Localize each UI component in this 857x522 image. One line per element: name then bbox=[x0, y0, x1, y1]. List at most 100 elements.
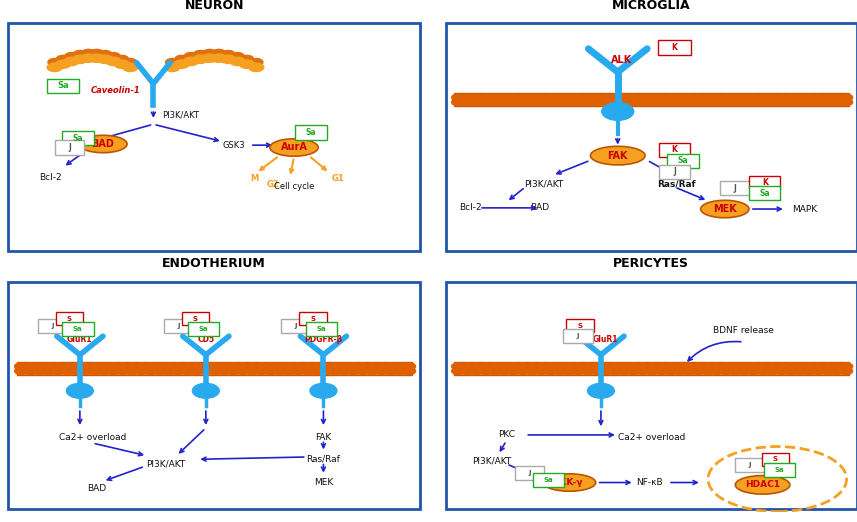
Text: J: J bbox=[734, 184, 737, 193]
Circle shape bbox=[366, 363, 379, 370]
Circle shape bbox=[237, 363, 249, 370]
Circle shape bbox=[107, 367, 120, 375]
FancyBboxPatch shape bbox=[667, 153, 698, 168]
Circle shape bbox=[470, 367, 483, 375]
Circle shape bbox=[507, 99, 520, 106]
Circle shape bbox=[81, 50, 95, 57]
Circle shape bbox=[525, 99, 538, 106]
Circle shape bbox=[747, 99, 760, 106]
Circle shape bbox=[535, 367, 548, 375]
Circle shape bbox=[249, 58, 263, 66]
FancyBboxPatch shape bbox=[515, 466, 544, 480]
Text: Cell cycle: Cell cycle bbox=[274, 182, 315, 192]
Circle shape bbox=[692, 367, 704, 375]
Circle shape bbox=[73, 51, 87, 58]
FancyBboxPatch shape bbox=[533, 473, 564, 488]
Circle shape bbox=[728, 94, 742, 101]
Circle shape bbox=[239, 60, 255, 68]
Circle shape bbox=[544, 367, 557, 375]
Circle shape bbox=[683, 367, 696, 375]
Circle shape bbox=[194, 51, 207, 58]
Circle shape bbox=[572, 363, 584, 370]
Text: PKC: PKC bbox=[498, 431, 515, 440]
Circle shape bbox=[701, 367, 714, 375]
Text: Ca2+ overload: Ca2+ overload bbox=[618, 433, 685, 442]
FancyBboxPatch shape bbox=[749, 186, 781, 200]
Circle shape bbox=[554, 94, 566, 101]
Text: GluR1: GluR1 bbox=[67, 335, 93, 344]
FancyBboxPatch shape bbox=[657, 40, 692, 55]
FancyBboxPatch shape bbox=[720, 181, 751, 195]
Circle shape bbox=[525, 363, 538, 370]
Circle shape bbox=[107, 53, 120, 60]
Circle shape bbox=[627, 363, 640, 370]
Text: MEK: MEK bbox=[713, 204, 737, 214]
Circle shape bbox=[56, 60, 70, 68]
FancyBboxPatch shape bbox=[9, 23, 420, 251]
Circle shape bbox=[840, 367, 853, 375]
Circle shape bbox=[581, 99, 594, 106]
Circle shape bbox=[738, 94, 751, 101]
FancyBboxPatch shape bbox=[735, 458, 764, 472]
Circle shape bbox=[57, 55, 69, 63]
Circle shape bbox=[507, 363, 520, 370]
Circle shape bbox=[728, 99, 742, 106]
Circle shape bbox=[637, 99, 650, 106]
Circle shape bbox=[202, 54, 217, 62]
Circle shape bbox=[125, 367, 139, 375]
Circle shape bbox=[600, 99, 613, 106]
Circle shape bbox=[608, 367, 621, 375]
Text: Bcl-2: Bcl-2 bbox=[459, 204, 482, 212]
Circle shape bbox=[803, 99, 816, 106]
Text: BAD: BAD bbox=[92, 139, 114, 149]
Circle shape bbox=[240, 55, 254, 63]
Circle shape bbox=[728, 367, 742, 375]
Circle shape bbox=[572, 99, 584, 106]
Circle shape bbox=[664, 99, 677, 106]
Circle shape bbox=[562, 367, 576, 375]
Text: Sa: Sa bbox=[775, 467, 784, 473]
FancyBboxPatch shape bbox=[446, 23, 857, 251]
Circle shape bbox=[627, 94, 640, 101]
Circle shape bbox=[98, 363, 111, 370]
Circle shape bbox=[674, 363, 686, 370]
Circle shape bbox=[590, 367, 603, 375]
Circle shape bbox=[99, 51, 111, 58]
FancyBboxPatch shape bbox=[454, 93, 848, 106]
Circle shape bbox=[47, 63, 63, 72]
Circle shape bbox=[645, 94, 659, 101]
Circle shape bbox=[488, 99, 501, 106]
Circle shape bbox=[163, 367, 176, 375]
Circle shape bbox=[710, 367, 723, 375]
Circle shape bbox=[655, 367, 668, 375]
Text: IKK-γ: IKK-γ bbox=[556, 478, 583, 487]
Circle shape bbox=[803, 367, 816, 375]
Circle shape bbox=[637, 363, 650, 370]
Circle shape bbox=[627, 367, 640, 375]
Circle shape bbox=[738, 99, 751, 106]
Circle shape bbox=[581, 94, 594, 101]
Circle shape bbox=[452, 94, 464, 101]
Text: K: K bbox=[672, 43, 677, 52]
Circle shape bbox=[42, 367, 55, 375]
Circle shape bbox=[766, 94, 779, 101]
Circle shape bbox=[67, 383, 93, 398]
Circle shape bbox=[338, 367, 351, 375]
Circle shape bbox=[683, 99, 696, 106]
Text: Sa: Sa bbox=[306, 128, 316, 137]
Circle shape bbox=[602, 103, 633, 120]
Circle shape bbox=[757, 363, 770, 370]
Circle shape bbox=[165, 63, 180, 72]
Circle shape bbox=[114, 60, 129, 68]
Circle shape bbox=[488, 363, 501, 370]
Ellipse shape bbox=[543, 474, 596, 491]
Circle shape bbox=[794, 99, 806, 106]
Circle shape bbox=[738, 363, 751, 370]
Circle shape bbox=[347, 367, 360, 375]
Circle shape bbox=[291, 367, 305, 375]
Text: GluR1: GluR1 bbox=[592, 335, 618, 344]
Circle shape bbox=[664, 94, 677, 101]
Circle shape bbox=[683, 94, 696, 101]
Circle shape bbox=[452, 363, 464, 370]
Circle shape bbox=[840, 94, 853, 101]
